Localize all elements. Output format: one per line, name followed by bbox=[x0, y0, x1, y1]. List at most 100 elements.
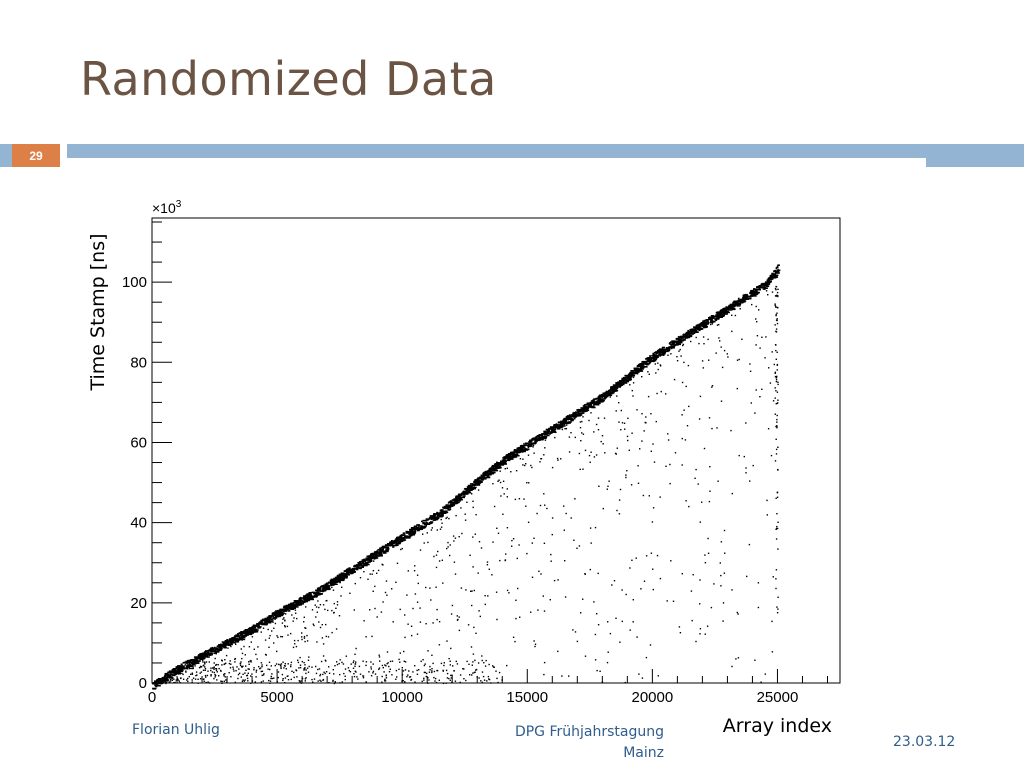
scatter-point bbox=[604, 452, 606, 454]
scatter-point bbox=[632, 599, 634, 601]
scatter-point bbox=[288, 606, 290, 608]
band-point bbox=[573, 417, 576, 420]
band-point bbox=[537, 435, 541, 438]
scatter-point bbox=[237, 640, 240, 642]
scatter-point bbox=[449, 544, 451, 546]
scatter-point bbox=[508, 592, 510, 594]
scatter-point bbox=[355, 647, 357, 650]
band-point bbox=[649, 357, 653, 359]
scatter-point bbox=[204, 666, 206, 668]
scatter-point bbox=[711, 427, 713, 430]
band-point bbox=[400, 534, 405, 537]
scatter-point bbox=[638, 673, 640, 675]
band-point bbox=[261, 623, 265, 626]
scatter-point bbox=[682, 343, 685, 346]
scatter-point bbox=[388, 543, 390, 546]
scatter-point bbox=[349, 671, 352, 673]
band-point bbox=[318, 592, 321, 594]
tail-point bbox=[777, 295, 779, 298]
band-point bbox=[737, 303, 741, 306]
band-point bbox=[612, 391, 615, 394]
scatter-point bbox=[458, 629, 461, 632]
tail-point bbox=[774, 287, 777, 290]
scatter-point bbox=[169, 674, 171, 676]
scatter-point bbox=[462, 668, 464, 670]
band-point bbox=[292, 602, 297, 604]
scatter-point bbox=[574, 631, 577, 633]
scatter-point bbox=[215, 653, 217, 655]
scatter-point bbox=[359, 673, 362, 675]
band-point bbox=[289, 603, 292, 606]
scatter-point bbox=[569, 422, 571, 424]
scatter-point bbox=[234, 661, 236, 663]
scatter-point bbox=[195, 657, 198, 659]
scatter-point bbox=[297, 659, 299, 661]
scatter-point bbox=[237, 673, 240, 676]
scatter-point bbox=[652, 443, 654, 445]
band-point bbox=[742, 294, 746, 297]
scatter-point bbox=[306, 640, 309, 642]
scatter-point bbox=[316, 641, 318, 643]
band-point bbox=[309, 598, 314, 601]
scatter-point bbox=[425, 586, 427, 589]
scatter-point bbox=[210, 675, 212, 677]
scatter-point bbox=[765, 336, 767, 338]
scatter-point bbox=[551, 533, 553, 536]
scatter-point bbox=[398, 658, 400, 661]
scatter-point bbox=[240, 676, 242, 678]
scatter-point bbox=[344, 678, 346, 681]
footer-date: 23.03.12 bbox=[893, 734, 956, 750]
scatter-point bbox=[266, 664, 268, 667]
tail-point bbox=[776, 606, 778, 608]
scatter-point bbox=[735, 301, 737, 303]
scatter-point bbox=[678, 626, 681, 628]
scatter-point bbox=[235, 643, 237, 645]
scatter-point bbox=[522, 449, 524, 452]
band-point bbox=[217, 649, 220, 652]
scatter-point bbox=[704, 562, 707, 564]
scatter-point bbox=[229, 640, 231, 642]
band-point bbox=[729, 305, 733, 307]
band-point bbox=[500, 460, 504, 463]
band-point bbox=[209, 652, 212, 655]
band-point bbox=[239, 636, 243, 639]
scatter-point bbox=[651, 521, 654, 523]
scatter-point bbox=[484, 665, 487, 667]
scatter-point bbox=[303, 635, 306, 638]
band-point bbox=[365, 559, 370, 561]
band-point bbox=[422, 519, 426, 522]
scatter-point bbox=[355, 661, 357, 663]
y-tick-label: 60 bbox=[130, 434, 147, 451]
scatter-point bbox=[371, 573, 373, 575]
band-point bbox=[737, 299, 741, 301]
scatter-point bbox=[638, 365, 640, 368]
scatter-point bbox=[486, 564, 489, 566]
scatter-point bbox=[514, 498, 517, 501]
scatter-point bbox=[430, 518, 432, 521]
band-point bbox=[378, 552, 383, 554]
scatter-point bbox=[480, 547, 483, 549]
scatter-point bbox=[701, 501, 703, 503]
scatter-point bbox=[196, 674, 198, 676]
band-point bbox=[619, 385, 622, 387]
scatter-point bbox=[229, 660, 231, 662]
scatter-point bbox=[470, 590, 472, 592]
scatter-point bbox=[305, 627, 307, 629]
scatter-point bbox=[511, 545, 513, 547]
band-point bbox=[727, 307, 732, 309]
scatter-point bbox=[681, 573, 683, 575]
band-point bbox=[736, 300, 740, 302]
band-point bbox=[220, 643, 224, 646]
scatter-point bbox=[239, 634, 241, 637]
scatter-point bbox=[244, 631, 246, 633]
scatter-point bbox=[371, 635, 373, 638]
scatter-point bbox=[195, 674, 197, 677]
band-point bbox=[633, 367, 638, 370]
scatter-point bbox=[478, 677, 480, 679]
band-point bbox=[454, 500, 458, 502]
scatter-point bbox=[440, 518, 442, 521]
band-point bbox=[742, 300, 747, 302]
scatter-point bbox=[471, 493, 473, 495]
band-point bbox=[765, 285, 770, 288]
scatter-point bbox=[759, 347, 761, 349]
